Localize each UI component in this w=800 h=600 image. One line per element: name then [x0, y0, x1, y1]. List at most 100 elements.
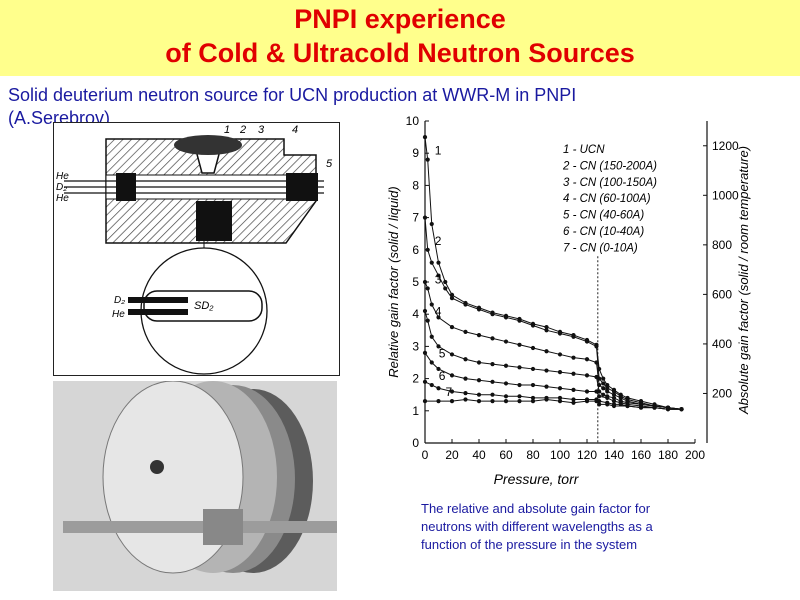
series-4: 4	[422, 305, 684, 412]
data-point	[463, 302, 468, 307]
data-point	[429, 360, 434, 365]
data-point	[449, 389, 455, 394]
data-point	[605, 395, 610, 401]
x-tick-label: 120	[577, 448, 597, 462]
x-tick-label: 0	[422, 448, 429, 462]
data-point	[476, 399, 482, 404]
series-label-4: 4	[435, 305, 442, 319]
data-point	[557, 386, 563, 391]
series-line	[425, 399, 682, 410]
chart-caption: The relative and absolute gain factor fo…	[421, 500, 721, 554]
y2-tick-label: 800	[712, 238, 732, 252]
data-point	[601, 386, 606, 391]
data-point	[490, 362, 495, 367]
x-tick-label: 160	[631, 448, 651, 462]
data-point	[605, 402, 610, 407]
legend-entry: 4 - CN (60-100A)	[563, 193, 651, 205]
y-tick-label: 7	[412, 211, 419, 225]
data-point	[463, 397, 468, 402]
data-point	[611, 399, 617, 404]
data-point	[476, 333, 482, 338]
data-point	[463, 390, 468, 396]
data-point	[544, 384, 549, 389]
data-point	[597, 402, 602, 407]
y-tick-label: 9	[412, 146, 419, 160]
data-point	[584, 357, 590, 362]
data-point	[476, 360, 482, 365]
data-point	[517, 394, 522, 399]
x-tick-label: 100	[550, 448, 570, 462]
data-point	[557, 331, 563, 336]
data-point	[530, 345, 536, 351]
data-point	[436, 273, 441, 278]
y-axis-label: Relative gain factor (solid / liquid)	[386, 186, 401, 377]
data-point	[436, 399, 441, 404]
label-d2-inset: D₂	[114, 295, 125, 306]
data-point	[422, 379, 428, 384]
y-tick-label: 10	[406, 114, 420, 128]
label-sd2: SD₂	[194, 300, 214, 312]
data-point	[594, 389, 599, 394]
data-point	[449, 352, 455, 357]
data-point	[530, 382, 536, 388]
chart-svg: 0 20 40 60 80 100 120 140 160 180 2000123456789102…	[386, 114, 751, 487]
data-point	[422, 350, 428, 355]
data-point	[584, 339, 590, 344]
data-point	[429, 302, 434, 307]
x-axis-label: Pressure, torr	[494, 471, 580, 487]
data-point	[584, 399, 590, 404]
series-3: 3	[422, 272, 684, 412]
data-point	[594, 360, 599, 365]
chart-legend: 1 - UCN 2 - CN (150-200A) 3 - CN (100-150A…	[562, 144, 657, 254]
legend-entry: 6 - CN (10-40A)	[563, 226, 644, 238]
data-point	[557, 370, 563, 375]
data-point	[436, 260, 441, 265]
data-point	[517, 399, 522, 404]
data-point	[517, 318, 522, 323]
caption-line2: neutrons with different wavelengths as a	[421, 519, 653, 534]
data-point	[530, 323, 536, 328]
slide-title-line1: PNPI experience	[294, 4, 506, 34]
data-point	[422, 308, 428, 314]
data-point	[618, 402, 623, 407]
lower-plug	[196, 201, 232, 241]
data-point	[544, 368, 549, 373]
data-point	[429, 260, 434, 265]
data-point	[530, 399, 536, 404]
data-point	[463, 376, 468, 381]
moderator-photo	[53, 381, 337, 591]
y-tick-label: 2	[412, 372, 419, 386]
data-point	[679, 407, 684, 412]
slide-title-line2: of Cold & Ultracold Neutron Sources	[165, 38, 635, 68]
data-point	[544, 349, 549, 354]
series-line	[424, 281, 682, 410]
gain-factor-chart: 0 20 40 60 80 100 120 140 160 180 200 0 1 2 3 4 5 6 7 8 9 10 2…	[370, 110, 800, 500]
data-point	[503, 363, 509, 368]
data-point	[530, 366, 536, 372]
data-point	[611, 395, 617, 401]
series-line	[424, 310, 682, 410]
x-tick-label: 20	[445, 448, 459, 462]
data-point	[429, 334, 434, 339]
data-point	[490, 399, 495, 404]
left-flange	[116, 173, 136, 201]
data-point	[557, 399, 563, 404]
series-label-3: 3	[435, 272, 442, 286]
callout-4: 4	[292, 124, 298, 136]
data-point	[422, 215, 428, 220]
title-banner	[0, 0, 800, 76]
x-tick-label: 40	[472, 448, 486, 462]
y2-tick-label: 200	[712, 386, 732, 400]
data-point	[503, 339, 509, 344]
data-point	[425, 247, 430, 252]
x-tick-label: 60	[499, 448, 513, 462]
data-point	[571, 334, 576, 339]
data-point	[449, 324, 455, 330]
data-point	[436, 366, 441, 372]
data-point	[490, 392, 495, 397]
y-tick-label: 3	[412, 339, 419, 353]
data-point	[463, 357, 468, 362]
data-point	[571, 387, 576, 392]
data-point	[490, 336, 495, 341]
data-point	[503, 381, 509, 386]
